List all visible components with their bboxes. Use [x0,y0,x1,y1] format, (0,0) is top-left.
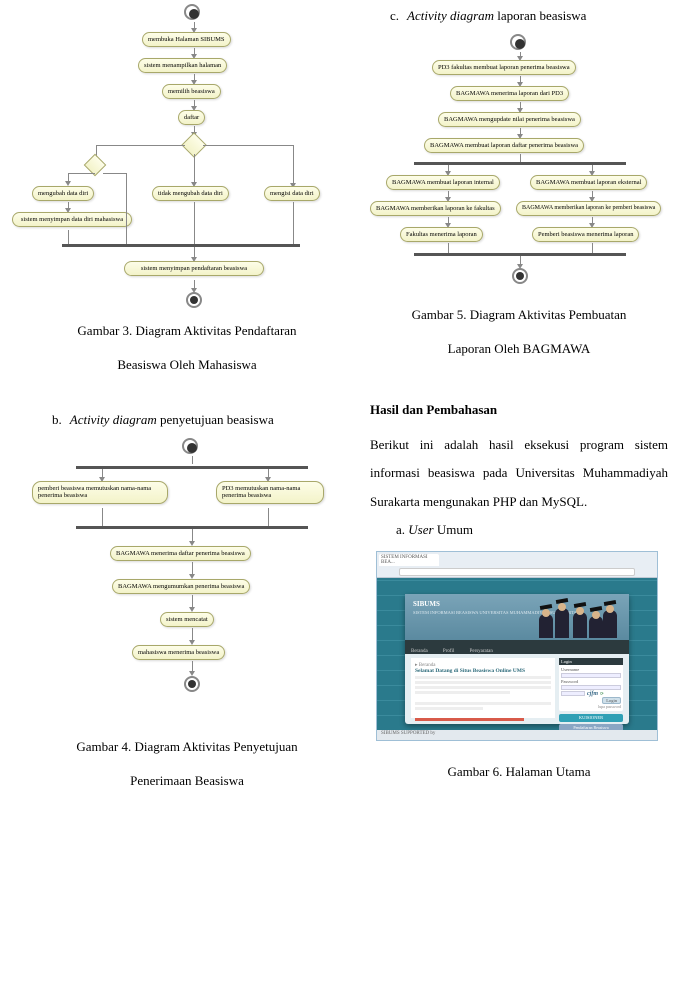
ss-nav: Beranda Profil Persyaratan [405,640,629,654]
screenshot-halaman-utama: SISTEM INFORMASI BEA... SIBUMS SISTEM IN… [376,551,658,741]
d5-end [512,268,528,284]
ss-btn-kuisioner[interactable]: KUISIONER [559,714,623,722]
caption-6: Gambar 6. Halaman Utama [370,759,668,785]
diagram-3: membuka Halaman SIBUMS sistem menampilka… [26,0,342,310]
d3-node-1: membuka Halaman SIBUMS [142,32,231,47]
d4-left: pemberi beasiswa memutuskan nama-nama pe… [32,481,168,504]
d3-node-3: memilih beasiswa [162,84,221,99]
d3-node-6: tidak mengubah data diri [152,186,229,201]
ss-aside: Login Username Password cjfm ⟳ Login lup… [559,658,623,718]
ss-captcha-img: cjfm [587,691,598,697]
ss-logo-text: SIBUMS [413,600,440,608]
d4-end [184,676,200,692]
results-paragraph: Berikut ini adalah hasil eksekusi progra… [370,431,668,517]
section-b-rest: penyetujuan beasiswa [157,412,274,427]
ss-login-btn[interactable]: Login [602,697,621,704]
ss-banner: SIBUMS SISTEM INFORMASI BEASISWA UNIVERS… [405,594,629,640]
ss-footer: SIBUMS SUPPORTED by [377,730,657,740]
results-para-text: Berikut ini adalah hasil eksekusi progra… [370,437,668,509]
ss-address-bar[interactable] [399,568,635,576]
d4-seq-3: sistem mencatat [160,612,214,627]
caption-4-line1: Gambar 4. Diagram Aktivitas Penyetujuan [32,734,342,760]
d3-node-4: daftar [178,110,205,125]
section-c-head: c. Activity diagram laporan beasiswa [390,8,668,24]
caption-4-line2: Penerimaan Beasiswa [32,768,342,794]
ss-captcha-input[interactable] [561,691,585,696]
ss-tab[interactable]: SISTEM INFORMASI BEA... [379,554,439,566]
ss-nav-2[interactable]: Profil [437,646,460,657]
caption-3-line2: Beasiswa Oleh Mahasiswa [32,352,342,378]
d5-bl2: BAGMAWA memberikan laporan ke fakultas [370,201,501,216]
d4-seq-2: BAGMAWA mengumumkan penerima beasiswa [112,579,250,594]
diagram-5: PD3 fakultas membuat laporan penerima be… [370,34,668,294]
d5-br1: BAGMAWA membuat laporan eksternal [530,175,647,190]
d3-node-8: sistem menyimpan data diri mahasiswa [12,212,132,227]
d5-seq-1: PD3 fakultas membuat laporan penerima be… [432,60,576,75]
caption-3-line1: Gambar 3. Diagram Aktivitas Pendaftaran [32,318,342,344]
ss-graduates-art [539,598,619,638]
d3-join-bar [62,244,300,247]
user-letter: a. [396,522,405,537]
user-italic: User [408,522,433,537]
d5-br3: Pemberi beasiswa menerima laporan [532,227,639,242]
d5-seq-3: BAGMAWA mengupdate nilai penerima beasis… [438,112,581,127]
ss-page-card: SIBUMS SISTEM INFORMASI BEASISWA UNIVERS… [405,594,629,724]
user-section: a. User Umum [396,516,668,545]
section-b-head: b. Activity diagram penyetujuan beasiswa [52,412,342,428]
d3-node-9: sistem menyimpan pendaftaran beasiswa [124,261,264,276]
d3-node-2: sistem menampilkan halaman [138,58,227,73]
ss-main: ▸ Beranda Selamat Datang di Situs Beasis… [411,658,555,718]
d4-right: PD3 memutuskan nama-nama penerima beasis… [216,481,324,504]
d3-end [186,292,202,308]
results-heading: Hasil dan Pembahasan [370,396,668,425]
d5-bl3: Fakultas menerima laporan [400,227,483,242]
ss-login-pass-lbl: Password [561,679,621,684]
ss-login-user-lbl: Username [561,667,621,672]
ss-main-heading: Selamat Datang di Situs Beasiswa Online … [415,668,551,674]
caption-5-line1: Gambar 5. Diagram Aktivitas Pembuatan [370,302,668,328]
ss-password-input[interactable] [561,685,621,690]
d4-seq-1: BAGMAWA menerima daftar penerima beasisw… [110,546,251,561]
section-c-italic: Activity diagram [407,8,494,23]
ss-browser-chrome: SISTEM INFORMASI BEA... [377,552,657,578]
d4-fork [76,466,308,469]
user-rest: Umum [434,522,473,537]
ss-login-box: Login Username Password cjfm ⟳ Login lup… [559,658,623,711]
d5-seq-4: BAGMAWA membuat laporan daftar penerima … [424,138,584,153]
d5-fork [414,162,626,165]
section-b-italic: Activity diagram [70,412,157,427]
d4-seq-4: mahasiswa menerima beasiswa [132,645,225,660]
diagram-4: pemberi beasiswa memutuskan nama-nama pe… [32,436,342,726]
section-b-letter: b. [52,412,62,427]
ss-nav-3[interactable]: Persyaratan [464,646,499,657]
section-c-letter: c. [390,8,399,23]
d3-node-5: mengubah data diri [32,186,94,201]
d3-node-7: mengisi data diri [264,186,320,201]
d5-seq-2: BAGMAWA menerima laporan dari PD3 [450,86,569,101]
ss-nav-1[interactable]: Beranda [405,646,434,657]
ss-username-input[interactable] [561,673,621,678]
d5-bl1: BAGMAWA membuat laporan internal [386,175,500,190]
caption-5-line2: Laporan Oleh BAGMAWA [370,336,668,362]
ss-login-head: Login [559,658,623,665]
section-c-rest: laporan beasiswa [494,8,586,23]
d5-br2: BAGMAWA memberikan laporan ke pemberi be… [516,201,661,216]
